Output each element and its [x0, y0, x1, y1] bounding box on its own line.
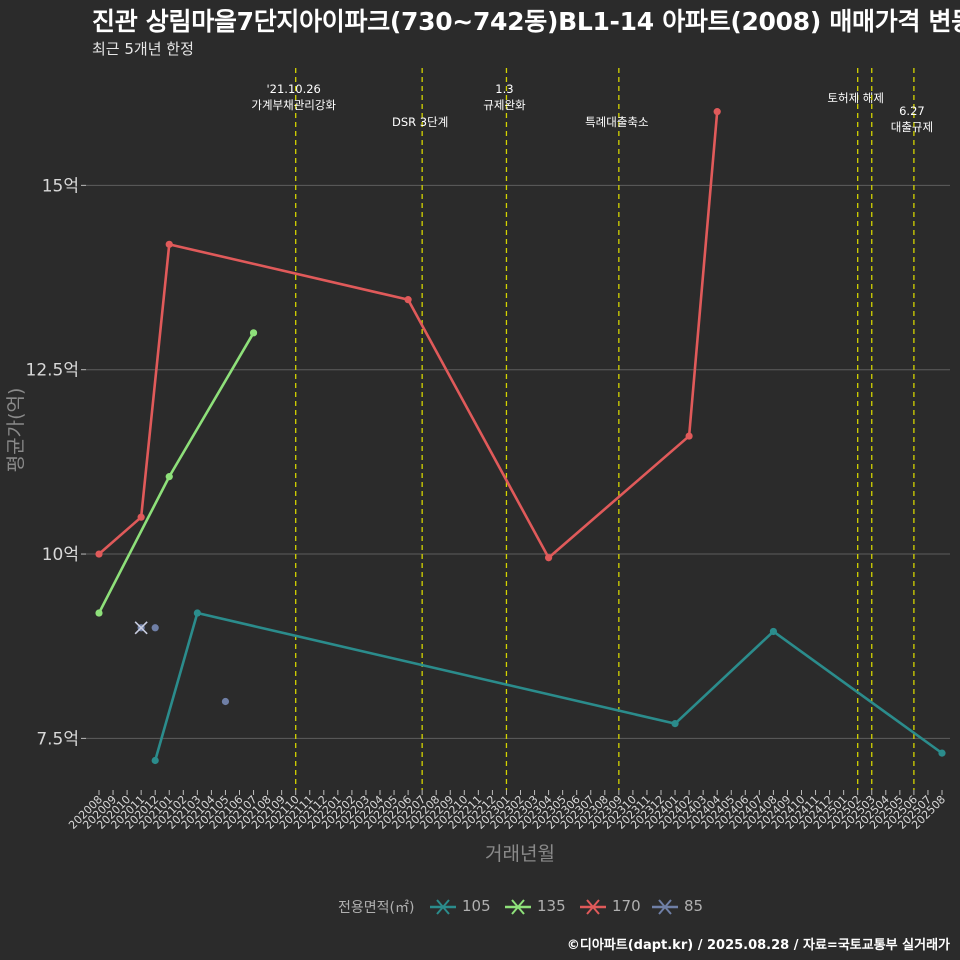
data-point: [938, 749, 946, 757]
legend-key-mark: [658, 899, 672, 915]
y-tick-label: 12.5억: [26, 361, 80, 381]
data-point: [221, 697, 230, 706]
legend-key-icon: [430, 899, 456, 915]
legend-key-icon: [580, 899, 606, 915]
data-point: [165, 473, 173, 481]
data-point: [95, 609, 103, 617]
annotation-label: 규제완화: [483, 98, 526, 112]
data-point: [404, 296, 412, 304]
series-105: [151, 609, 946, 765]
series-line: [97, 332, 255, 614]
y-axis: 7.5억 10억 12.5억 15억: [26, 176, 86, 749]
data-point-marker: [134, 621, 148, 635]
legend-key-icon: [652, 899, 678, 915]
chart-subtitle: 최근 5개년 한정: [92, 40, 194, 58]
legend-key-mark: [436, 899, 450, 915]
series-170: [95, 108, 721, 562]
legend-label: 105: [462, 897, 491, 915]
legend-title: 전용면적(㎡): [338, 900, 415, 916]
annotation-label: 특례대출축소: [585, 115, 648, 129]
data-point: [95, 550, 103, 558]
legend-label: 135: [537, 897, 566, 915]
data-point: [769, 627, 778, 636]
y-tick-label: 10억: [42, 545, 79, 565]
chart-title: 진관 상림마을7단지아이파크(730~742동)BL1-14 아파트(2008)…: [92, 7, 960, 36]
annotation-label: 대출규제: [891, 120, 933, 134]
grid-lines: [86, 184, 950, 739]
data-point: [713, 108, 721, 116]
source-caption: ©디아파트(dapt.kr) / 2025.08.28 / 자료=국토교통부 실…: [566, 938, 950, 953]
data-point: [545, 554, 553, 562]
x-axis: 2020082020092020102020112020122021012021…: [66, 790, 948, 832]
data-point: [193, 609, 201, 617]
data-point: [685, 432, 693, 440]
annotation-label: 1.3: [495, 82, 513, 96]
y-tick-label: 15억: [42, 176, 79, 196]
legend: 전용면적(㎡) 105 135 170 85: [0, 894, 960, 920]
data-point: [151, 756, 159, 765]
data-series: [95, 108, 946, 765]
y-axis-label: 평균가(억): [5, 388, 27, 473]
data-point: [151, 624, 159, 632]
data-point: [165, 240, 173, 248]
legend-label: 85: [684, 897, 704, 915]
x-axis-label: 거래년월: [485, 843, 555, 865]
data-point: [671, 720, 679, 728]
annotation-label: 토허제 해제: [827, 91, 884, 105]
series-135: [95, 329, 258, 617]
data-point: [249, 329, 258, 337]
annotation-label: '21.10.26: [267, 82, 321, 96]
series-85: [134, 621, 230, 706]
series-line: [98, 111, 719, 560]
legend-key-mark: [511, 899, 525, 915]
legend-key-icon: [505, 899, 531, 915]
annotation-label: 6.27: [899, 104, 925, 118]
legend-label: 170: [612, 897, 641, 915]
annotation-label: DSR 3단계: [392, 115, 448, 129]
annotation-label: 가계부채관리강화: [251, 98, 336, 112]
legend-key-mark: [586, 899, 600, 915]
data-point: [137, 513, 145, 521]
y-tick-label: 7.5억: [36, 729, 79, 749]
